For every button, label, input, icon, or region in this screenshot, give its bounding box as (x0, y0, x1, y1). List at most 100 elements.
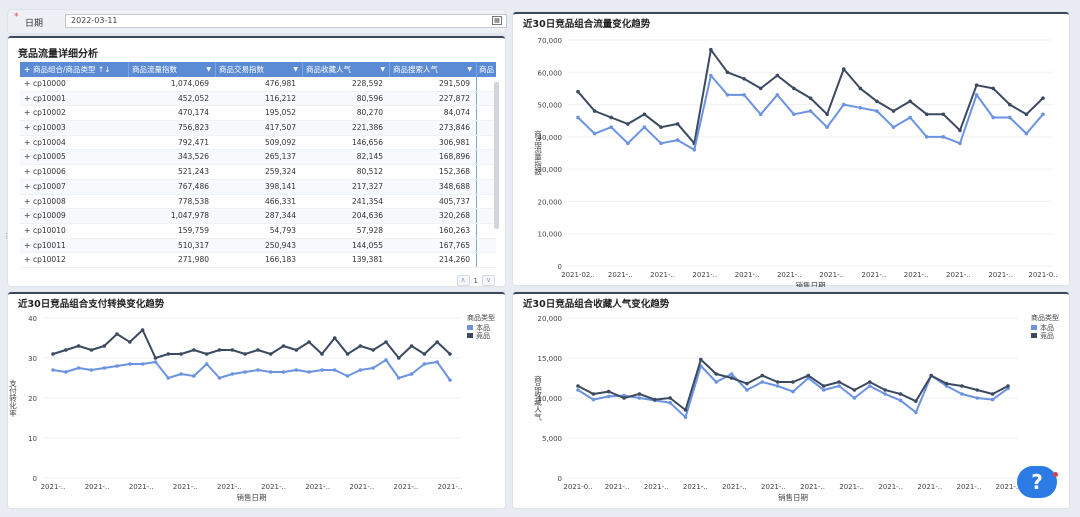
data-point[interactable] (166, 376, 171, 380)
header-cell[interactable]: 商品加 (476, 62, 494, 77)
data-point[interactable] (745, 388, 749, 392)
data-point[interactable] (140, 328, 145, 332)
legend-swatch[interactable] (467, 325, 473, 330)
table-row[interactable]: + cp10003 756,823 417,507 221,386 273,846 (20, 121, 496, 136)
header-cell[interactable]: 商品搜索人气 ▼ (389, 62, 476, 77)
header-cell[interactable]: + 商品组合/商品类型 ↑↓ (20, 62, 128, 77)
data-point[interactable] (128, 340, 132, 344)
data-point[interactable] (808, 109, 813, 113)
data-point[interactable] (852, 388, 857, 392)
data-point[interactable] (821, 384, 826, 388)
data-point[interactable] (102, 366, 107, 370)
data-point[interactable] (294, 368, 299, 372)
data-point[interactable] (76, 344, 81, 348)
data-point[interactable] (1024, 112, 1029, 117)
data-point[interactable] (422, 352, 427, 356)
expand-all-icon[interactable]: + (24, 65, 31, 74)
data-point[interactable] (320, 352, 324, 356)
data-point[interactable] (307, 340, 311, 344)
data-point[interactable] (89, 368, 94, 372)
expand-icon[interactable]: + (24, 137, 31, 147)
data-point[interactable] (230, 348, 235, 352)
data-point[interactable] (435, 340, 439, 344)
data-point[interactable] (914, 399, 918, 403)
data-point[interactable] (841, 67, 846, 71)
data-point[interactable] (675, 122, 680, 126)
side-handle[interactable]: ⋮ (3, 232, 10, 240)
data-point[interactable] (294, 348, 299, 352)
legend-swatch[interactable] (1031, 333, 1037, 338)
data-point[interactable] (806, 373, 811, 378)
data-point[interactable] (924, 135, 929, 139)
data-point[interactable] (102, 344, 107, 348)
data-point[interactable] (217, 376, 222, 380)
expand-icon[interactable]: + (24, 108, 31, 118)
data-point[interactable] (332, 368, 337, 372)
data-point[interactable] (409, 372, 414, 376)
expand-icon[interactable]: + (24, 240, 31, 250)
data-point[interactable] (243, 370, 247, 374)
data-point[interactable] (683, 408, 688, 412)
data-point[interactable] (166, 352, 171, 356)
data-point[interactable] (908, 115, 912, 120)
data-point[interactable] (268, 370, 273, 374)
data-point[interactable] (358, 368, 363, 372)
data-point[interactable] (929, 373, 934, 378)
data-point[interactable] (576, 384, 580, 388)
data-point[interactable] (668, 401, 672, 405)
data-point[interactable] (791, 380, 795, 384)
data-point[interactable] (642, 125, 647, 129)
data-point[interactable] (435, 360, 439, 364)
data-point[interactable] (179, 352, 183, 356)
data-point[interactable] (1006, 384, 1010, 388)
legend-swatch[interactable] (467, 333, 473, 338)
data-point[interactable] (825, 112, 829, 117)
data-point[interactable] (991, 86, 995, 91)
data-point[interactable] (837, 384, 841, 388)
data-point[interactable] (115, 364, 119, 368)
data-point[interactable] (758, 112, 763, 117)
header-cell[interactable]: 商品流量指数 ▼ (128, 62, 215, 77)
data-point[interactable] (591, 397, 596, 402)
data-point[interactable] (1007, 102, 1012, 107)
data-point[interactable] (841, 102, 846, 107)
data-point[interactable] (192, 374, 196, 378)
table-row[interactable]: + cp10002 470,174 195,052 80,270 84,074 (20, 106, 496, 122)
data-point[interactable] (990, 392, 995, 396)
data-point[interactable] (622, 396, 626, 400)
data-point[interactable] (576, 388, 580, 392)
table-row[interactable]: + cp10009 1,047,978 287,344 204,636 320,268 (20, 209, 496, 224)
expand-icon[interactable]: + (24, 196, 31, 206)
data-point[interactable] (89, 348, 94, 352)
data-point[interactable] (837, 380, 841, 384)
data-point[interactable] (576, 89, 580, 94)
expand-icon[interactable]: + (24, 211, 31, 221)
data-point[interactable] (883, 392, 887, 396)
data-point[interactable] (867, 380, 872, 384)
data-point[interactable] (883, 388, 887, 392)
data-point[interactable] (591, 392, 596, 396)
expand-icon[interactable]: + (24, 93, 31, 103)
data-point[interactable] (960, 384, 964, 388)
data-point[interactable] (725, 70, 730, 75)
legend-item[interactable]: 本品 (476, 323, 490, 332)
header-cell[interactable]: 商品交易指数 ▼ (215, 62, 302, 77)
data-point[interactable] (307, 370, 311, 374)
data-point[interactable] (725, 93, 730, 97)
data-point[interactable] (714, 380, 719, 384)
vertical-scrollbar[interactable] (494, 82, 499, 229)
date-input[interactable]: 2022-03-11 ▦ (65, 14, 507, 28)
data-point[interactable] (974, 83, 979, 87)
data-point[interactable] (592, 109, 597, 113)
data-point[interactable] (422, 362, 427, 366)
data-point[interactable] (76, 366, 81, 370)
table-row[interactable]: + cp10008 778,538 466,331 241,354 405,737 (20, 194, 496, 210)
data-point[interactable] (179, 372, 183, 376)
data-point[interactable] (256, 368, 260, 372)
data-point[interactable] (230, 372, 235, 376)
legend-item[interactable]: 竞品 (476, 331, 490, 340)
data-point[interactable] (243, 352, 247, 356)
table-row[interactable]: + cp10012 271,980 166,183 139,381 214,260 (20, 253, 496, 268)
data-point[interactable] (659, 125, 663, 129)
data-point[interactable] (908, 99, 912, 104)
